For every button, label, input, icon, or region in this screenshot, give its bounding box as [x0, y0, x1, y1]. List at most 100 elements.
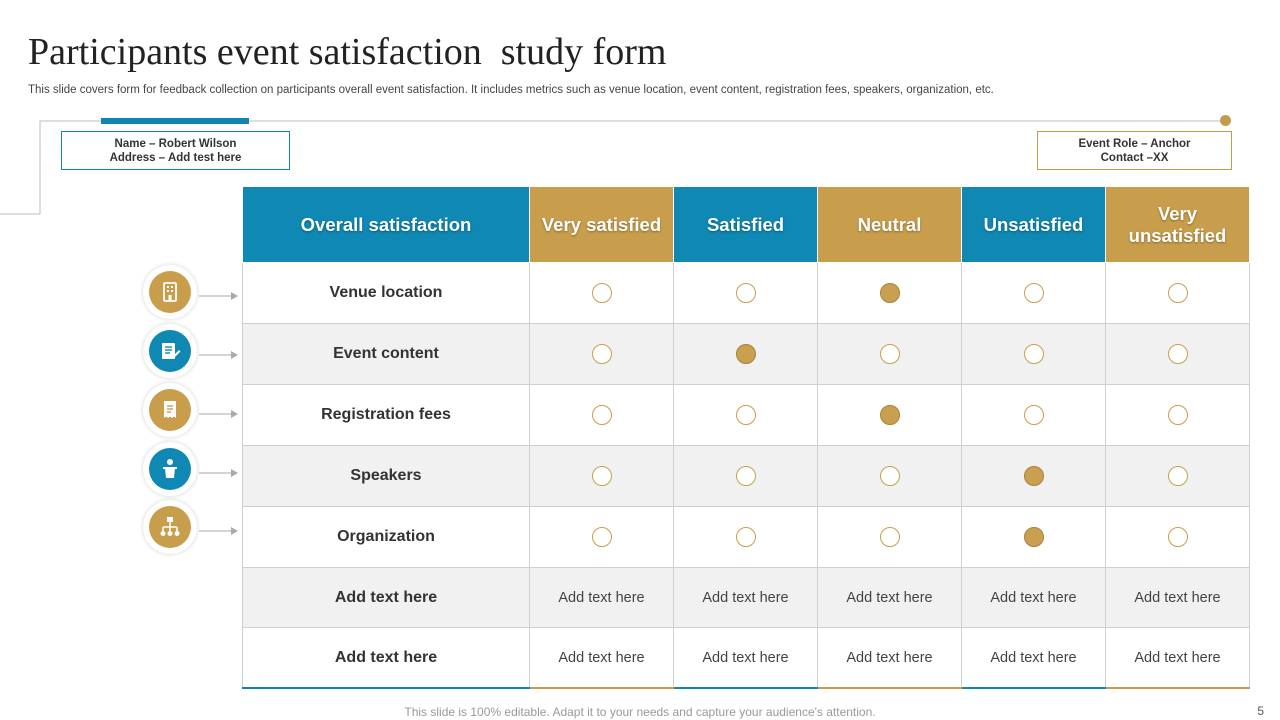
text-cell[interactable]: Add text here	[529, 567, 674, 628]
rating-radio-very-satisfied[interactable]	[591, 283, 612, 303]
rating-cell	[1105, 323, 1250, 385]
rating-cell	[961, 323, 1106, 385]
header-unsatisfied: Unsatisfied	[961, 186, 1106, 263]
rating-cell	[1105, 506, 1250, 568]
rating-cell	[961, 262, 1106, 324]
rating-radio-neutral[interactable]	[879, 405, 900, 425]
text-cell[interactable]: Add text here	[529, 627, 674, 689]
rating-radio-very-unsatisfied[interactable]	[1167, 405, 1188, 425]
row-icon-badge	[143, 442, 197, 496]
rating-radio-satisfied[interactable]	[735, 466, 756, 486]
page-title: Participants event satisfaction study fo…	[28, 31, 667, 73]
rating-radio-very-unsatisfied[interactable]	[1167, 466, 1188, 486]
arrow-right-icon	[199, 527, 238, 535]
participant-address: Address – Add test here	[109, 151, 242, 164]
rating-radio-very-unsatisfied[interactable]	[1167, 344, 1188, 364]
text-cell[interactable]: Add text here	[961, 567, 1106, 628]
connector-dot	[1220, 115, 1231, 126]
building-icon	[149, 271, 191, 313]
table-row: Registration fees	[242, 384, 1250, 446]
contact-info: Contact –XX	[1100, 151, 1169, 164]
rating-radio-neutral[interactable]	[879, 283, 900, 303]
rating-cell	[961, 506, 1106, 568]
rating-radio-unsatisfied[interactable]	[1023, 283, 1044, 303]
rating-cell	[529, 506, 674, 568]
table-row: Add text here Add text here Add text here A…	[242, 567, 1250, 628]
rating-radio-neutral[interactable]	[879, 527, 900, 547]
rating-radio-neutral[interactable]	[879, 466, 900, 486]
header-very-unsatisfied: Very unsatisfied	[1105, 186, 1250, 263]
table-row: Organization	[242, 506, 1250, 568]
rating-cell	[529, 384, 674, 446]
table-row: Add text here Add text here Add text here A…	[242, 627, 1250, 689]
rating-cell	[529, 262, 674, 324]
rating-radio-very-unsatisfied[interactable]	[1167, 283, 1188, 303]
rating-cell	[817, 506, 962, 568]
text-cell[interactable]: Add text here	[1105, 627, 1250, 689]
rating-cell	[1105, 384, 1250, 446]
rating-cell	[817, 262, 962, 324]
participant-info-box: Name – Robert Wilson Address – Add test …	[61, 131, 290, 170]
page-number: 5	[1257, 704, 1264, 718]
rating-radio-very-satisfied[interactable]	[591, 344, 612, 364]
rating-radio-satisfied[interactable]	[735, 527, 756, 547]
rating-radio-satisfied[interactable]	[735, 283, 756, 303]
page-subtitle: This slide covers form for feedback coll…	[28, 84, 994, 96]
rating-radio-unsatisfied[interactable]	[1023, 344, 1044, 364]
decorative-connector-line	[0, 120, 1224, 215]
text-cell[interactable]: Add text here	[673, 627, 818, 689]
rating-radio-unsatisfied[interactable]	[1023, 466, 1044, 486]
rating-radio-satisfied[interactable]	[735, 405, 756, 425]
header-neutral: Neutral	[817, 186, 962, 263]
accent-bar	[101, 118, 249, 124]
table-row: Event content	[242, 323, 1250, 385]
rating-cell	[817, 384, 962, 446]
event-role: Event Role – Anchor	[1078, 137, 1191, 150]
rating-radio-satisfied[interactable]	[735, 344, 756, 364]
header-satisfied: Satisfied	[673, 186, 818, 263]
table-row: Venue location	[242, 262, 1250, 324]
receipt-icon	[149, 389, 191, 431]
header-overall-satisfaction: Overall satisfaction	[242, 186, 530, 263]
row-label: Add text here	[242, 627, 530, 689]
text-cell[interactable]: Add text here	[1105, 567, 1250, 628]
text-cell[interactable]: Add text here	[673, 567, 818, 628]
text-cell[interactable]: Add text here	[817, 567, 962, 628]
rating-cell	[961, 384, 1106, 446]
rating-cell	[529, 323, 674, 385]
arrow-right-icon	[199, 469, 238, 477]
rating-cell	[1105, 262, 1250, 324]
document-edit-icon	[149, 330, 191, 372]
text-cell[interactable]: Add text here	[961, 627, 1106, 689]
row-icon-badge	[143, 324, 197, 378]
rating-cell	[817, 323, 962, 385]
rating-cell	[673, 384, 818, 446]
rating-radio-unsatisfied[interactable]	[1023, 405, 1044, 425]
table-row: Speakers	[242, 445, 1250, 507]
rating-cell	[817, 445, 962, 507]
speaker-podium-icon	[149, 448, 191, 490]
arrow-right-icon	[199, 410, 238, 418]
rating-radio-very-satisfied[interactable]	[591, 466, 612, 486]
org-chart-icon	[149, 506, 191, 548]
rating-cell	[673, 323, 818, 385]
footer-note: This slide is 100% editable. Adapt it to…	[404, 705, 876, 719]
rating-cell	[961, 445, 1106, 507]
rating-radio-neutral[interactable]	[879, 344, 900, 364]
rating-cell	[529, 445, 674, 507]
row-icon-badge	[143, 383, 197, 437]
row-label: Speakers	[242, 445, 530, 507]
rating-radio-very-satisfied[interactable]	[591, 527, 612, 547]
header-very-satisfied: Very satisfied	[529, 186, 674, 263]
rating-radio-unsatisfied[interactable]	[1023, 527, 1044, 547]
rating-radio-very-unsatisfied[interactable]	[1167, 527, 1188, 547]
satisfaction-table: Overall satisfaction Very satisfied Sati…	[242, 186, 1250, 689]
participant-name: Name – Robert Wilson	[114, 137, 237, 150]
row-label: Organization	[242, 506, 530, 568]
row-label: Venue location	[242, 262, 530, 324]
text-cell[interactable]: Add text here	[817, 627, 962, 689]
rating-radio-very-satisfied[interactable]	[591, 405, 612, 425]
row-label: Add text here	[242, 567, 530, 628]
row-label: Event content	[242, 323, 530, 385]
arrow-right-icon	[199, 351, 238, 359]
